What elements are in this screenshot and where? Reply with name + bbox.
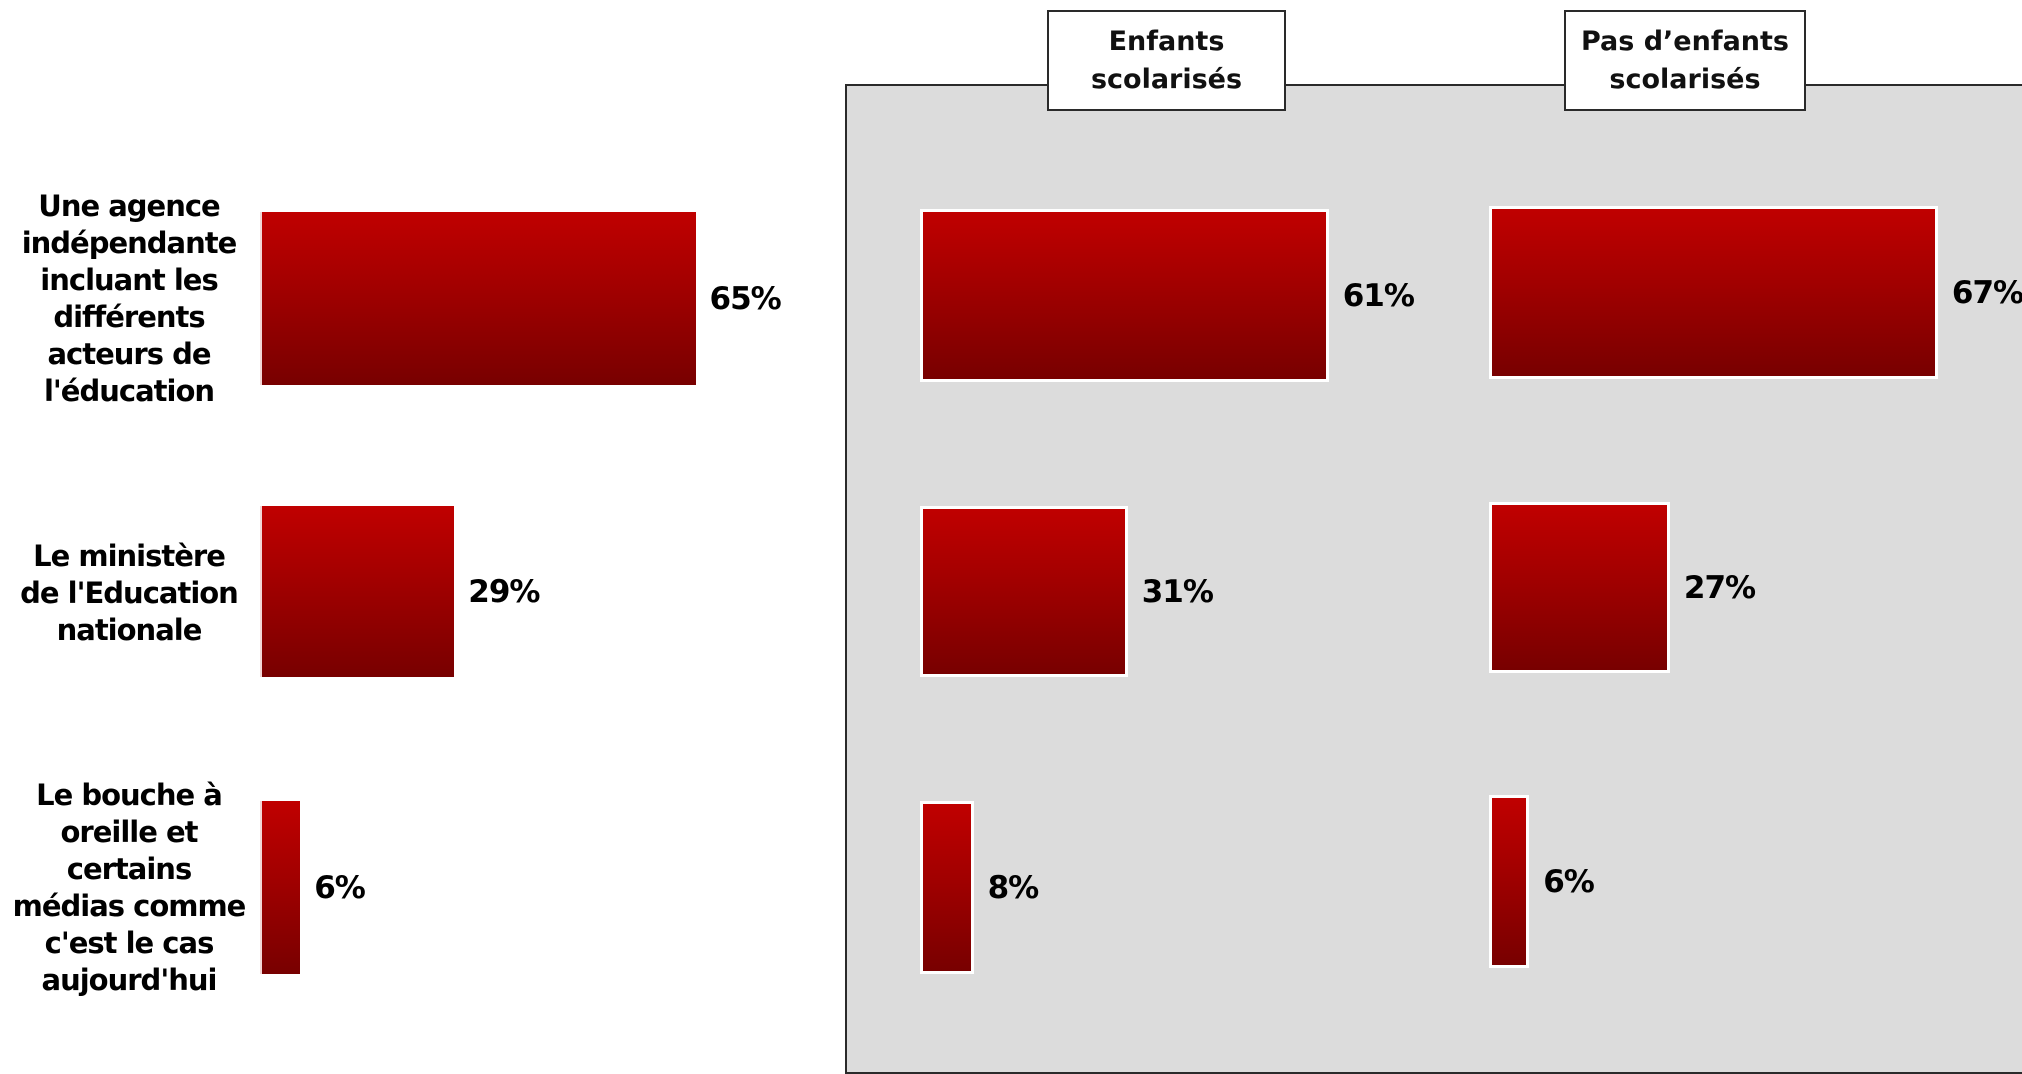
value-label: 29%: [468, 573, 540, 610]
group-header: Pas d’enfants scolarisés: [1564, 10, 1806, 111]
category-label-line: incluant les: [40, 263, 218, 297]
value-label: 6%: [1543, 863, 1595, 900]
bar: [920, 801, 974, 974]
bar: [1489, 206, 1938, 379]
value-label: 65%: [709, 280, 782, 317]
group-header: Enfants scolarisés: [1047, 10, 1286, 111]
group-header-line: scolarisés: [1090, 63, 1243, 95]
bar: [260, 506, 455, 677]
category-label-line: Le ministère: [33, 538, 226, 573]
category-label-line: aujourd'hui: [41, 963, 218, 997]
category-label-line: l'éducation: [43, 374, 215, 408]
category-label-line: Une agence: [38, 189, 220, 223]
value-label: 31%: [1141, 573, 1214, 610]
category-label: Une agence indépendante incluant les différ…: [0, 188, 258, 410]
category-label-line: médias comme: [12, 889, 247, 923]
group-header-line: Enfants: [1108, 25, 1225, 57]
category-label-line: certains: [66, 852, 192, 886]
category-label-line: de l'Education: [20, 575, 239, 610]
value-label: 8%: [987, 869, 1040, 906]
category-label-line: oreille et: [60, 815, 198, 849]
bar: [260, 801, 301, 974]
category-label: Le ministère de l'Education nationale: [0, 537, 258, 649]
bar: [1489, 795, 1530, 968]
category-label-line: nationale: [56, 612, 203, 647]
category-label-line: Le bouche à: [36, 778, 223, 812]
value-label: 6%: [314, 869, 366, 906]
category-label: Le bouche à oreille et certains médias comm…: [0, 772, 258, 1004]
value-label: 67%: [1951, 274, 2022, 311]
category-label-line: c'est le cas: [44, 926, 215, 960]
category-label-line: acteurs de: [47, 337, 211, 371]
bar: [920, 506, 1128, 677]
group-header-line: scolarisés: [1609, 63, 1761, 95]
bar: [920, 209, 1329, 382]
value-label: 27%: [1683, 569, 1756, 606]
value-label: 61%: [1342, 277, 1415, 314]
category-label-line: différents: [53, 300, 205, 334]
bar: [1489, 502, 1670, 673]
group-header-line: Pas d’enfants: [1580, 25, 1790, 57]
bar: [260, 212, 696, 385]
category-label-line: indépendante: [21, 226, 238, 260]
